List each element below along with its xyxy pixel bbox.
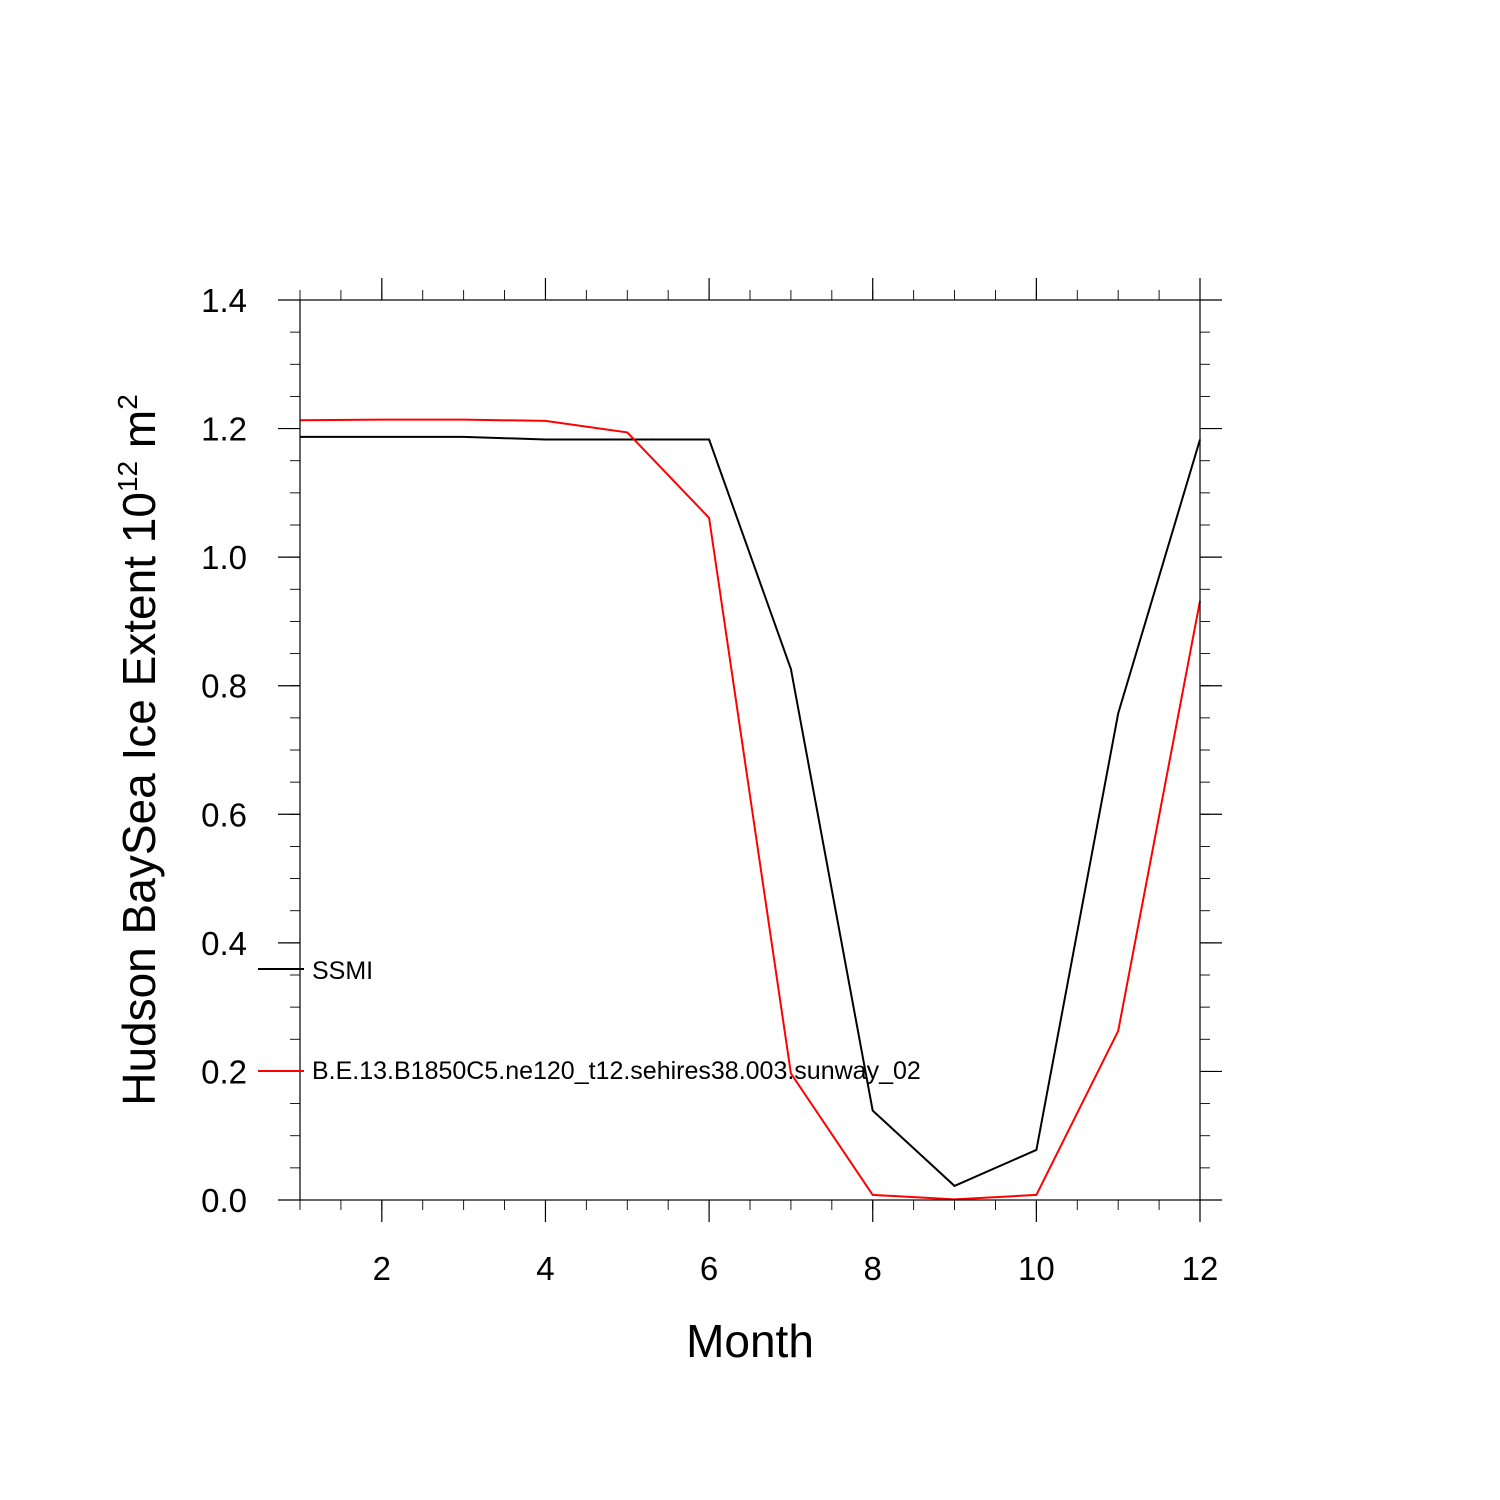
y-tick-label: 1.0: [201, 539, 247, 576]
series-line-ssmi: [300, 435, 1201, 1188]
x-tick-label: 10: [1018, 1250, 1055, 1287]
series-lines: [299, 418, 1201, 1201]
y-tick-labels: 0.0 0.2 0.4 0.6 0.8 1.0 1.2 1.4: [201, 282, 247, 1219]
y-tick-label: 0.4: [201, 925, 247, 962]
y-tick-label: 0.0: [201, 1182, 247, 1219]
y-axis-title-unit: m: [113, 410, 165, 461]
y-axis-title-exponent: 12: [112, 461, 143, 492]
legend-label-model: B.E.13.B1850C5.ne120_t12.sehires38.003.s…: [312, 1057, 921, 1085]
x-tick-labels: 2 4 6 8 10 12: [373, 1250, 1219, 1287]
y-axis-title: Hudson BaySea Ice Extent 1012 m2: [112, 394, 165, 1106]
legend: SSMI B.E.13.B1850C5.ne120_t12.sehires38.…: [258, 957, 921, 1085]
y-axis-title-main: Hudson BaySea Ice Extent 10: [113, 492, 165, 1106]
x-tick-label: 4: [536, 1250, 554, 1287]
major-ticks: [278, 278, 1222, 1222]
y-tick-label: 0.8: [201, 668, 247, 705]
x-tick-label: 12: [1182, 1250, 1219, 1287]
series-line-model: [299, 418, 1201, 1201]
x-tick-label: 8: [864, 1250, 882, 1287]
x-tick-label: 6: [700, 1250, 718, 1287]
y-axis-title-unit-exponent: 2: [112, 394, 143, 410]
y-tick-label: 1.2: [201, 411, 247, 448]
plot-frame: [299, 299, 1201, 1201]
y-tick-label: 1.4: [201, 282, 247, 319]
y-tick-label: 0.2: [201, 1053, 247, 1090]
x-axis-title: Month: [686, 1315, 814, 1367]
legend-label-ssmi: SSMI: [312, 957, 373, 985]
x-tick-label: 2: [373, 1250, 391, 1287]
y-tick-label: 0.6: [201, 796, 247, 833]
